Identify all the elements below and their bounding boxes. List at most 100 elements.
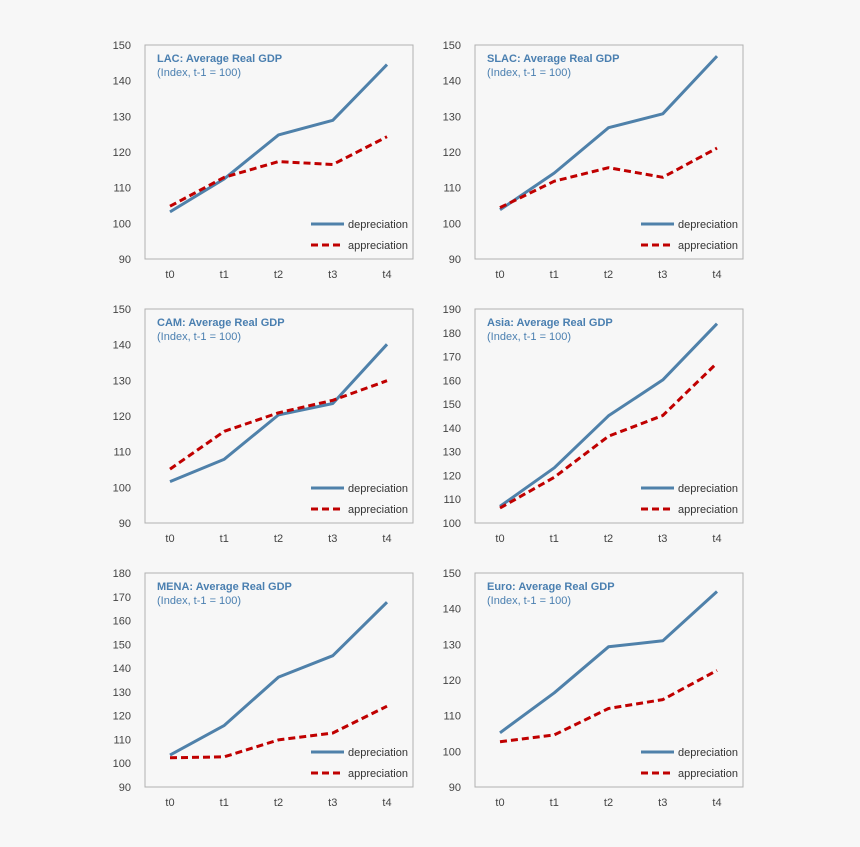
x-tick-label: t0 — [165, 533, 174, 545]
y-tick-label: 170 — [113, 592, 131, 604]
chart-panel-1: LAC: Average Real GDP (Index, t-1 = 100) 9… — [113, 40, 414, 281]
series-line-appreciation — [169, 135, 388, 208]
legend-label-appreciation: appreciation — [348, 504, 408, 516]
x-tick-label: t3 — [328, 533, 337, 545]
x-tick-label: t0 — [495, 269, 504, 281]
chart-title: LAC: Average Real GDP — [157, 53, 282, 65]
x-tick-label: t4 — [712, 533, 721, 545]
y-tick-label: 180 — [443, 328, 461, 340]
x-tick-label: t2 — [604, 533, 613, 545]
y-tick-label: 140 — [113, 663, 131, 675]
x-tick-label: t0 — [495, 533, 504, 545]
y-tick-label: 110 — [443, 183, 461, 195]
series-line-appreciation — [169, 379, 388, 471]
series-line-appreciation — [499, 361, 719, 510]
y-tick-label: 140 — [113, 76, 131, 88]
y-tick-label: 100 — [443, 518, 461, 530]
x-tick-label: t4 — [382, 269, 391, 281]
chart-subtitle: (Index, t-1 = 100) — [157, 67, 241, 79]
y-tick-label: 120 — [113, 711, 131, 723]
x-tick-label: t1 — [220, 269, 229, 281]
plot-frame — [144, 572, 414, 788]
x-tick-label: t2 — [604, 269, 613, 281]
chart-panel-5: MENA: Average Real GDP (Index, t-1 = 100)… — [113, 568, 414, 809]
x-tick-label: t2 — [604, 797, 613, 809]
y-tick-label: 90 — [449, 782, 461, 794]
y-tick-label: 90 — [119, 518, 131, 530]
x-tick-label: t0 — [165, 269, 174, 281]
series-line-depreciation — [169, 601, 389, 757]
legend-label-depreciation: depreciation — [678, 747, 738, 759]
y-tick-label: 140 — [443, 423, 461, 435]
y-tick-label: 150 — [443, 399, 461, 411]
x-tick-label: t4 — [382, 533, 391, 545]
y-tick-label: 100 — [113, 218, 131, 230]
legend-label-depreciation: depreciation — [348, 219, 408, 231]
chart-subtitle: (Index, t-1 = 100) — [157, 331, 241, 343]
series-line-depreciation — [169, 343, 389, 483]
y-tick-label: 100 — [443, 746, 461, 758]
legend-label-appreciation: appreciation — [678, 240, 738, 252]
y-tick-label: 190 — [443, 304, 461, 316]
y-tick-label: 130 — [113, 375, 131, 387]
y-tick-label: 110 — [443, 711, 461, 723]
plot-frame — [474, 44, 744, 260]
x-tick-label: t4 — [712, 797, 721, 809]
y-tick-label: 90 — [119, 782, 131, 794]
chart-panel-4: Asia: Average Real GDP (Index, t-1 = 100)… — [443, 304, 744, 545]
legend-label-depreciation: depreciation — [678, 483, 738, 495]
y-tick-label: 110 — [113, 183, 131, 195]
y-tick-label: 140 — [443, 604, 461, 616]
series-line-depreciation — [499, 590, 719, 735]
chart-panel-2: SLAC: Average Real GDP (Index, t-1 = 100)… — [443, 40, 744, 281]
legend-label-appreciation: appreciation — [678, 504, 738, 516]
y-tick-label: 150 — [443, 40, 461, 52]
x-tick-label: t3 — [328, 797, 337, 809]
y-tick-label: 130 — [443, 111, 461, 123]
y-tick-label: 160 — [113, 616, 131, 628]
x-tick-label: t4 — [382, 797, 391, 809]
y-tick-label: 110 — [113, 447, 131, 459]
chart-subtitle: (Index, t-1 = 100) — [487, 595, 571, 607]
plot-frame — [144, 44, 414, 260]
series-line-depreciation — [169, 63, 389, 214]
y-tick-label: 120 — [443, 675, 461, 687]
x-tick-label: t2 — [274, 533, 283, 545]
chart-title: Euro: Average Real GDP — [487, 581, 615, 593]
y-tick-label: 120 — [113, 411, 131, 423]
x-tick-label: t1 — [220, 797, 229, 809]
x-tick-label: t3 — [658, 797, 667, 809]
series-line-appreciation — [499, 146, 718, 209]
y-tick-label: 130 — [443, 639, 461, 651]
legend-label-appreciation: appreciation — [348, 768, 408, 780]
y-tick-label: 180 — [113, 568, 131, 580]
y-tick-label: 90 — [449, 254, 461, 266]
series-line-depreciation — [499, 55, 719, 212]
chart-title: SLAC: Average Real GDP — [487, 53, 619, 65]
y-tick-label: 160 — [443, 375, 461, 387]
chart-panel-6: Euro: Average Real GDP (Index, t-1 = 100)… — [443, 568, 744, 809]
x-tick-label: t0 — [495, 797, 504, 809]
y-tick-label: 170 — [443, 352, 461, 364]
y-tick-label: 90 — [119, 254, 131, 266]
y-tick-label: 130 — [443, 447, 461, 459]
series-line-appreciation — [169, 704, 388, 760]
y-tick-label: 130 — [113, 111, 131, 123]
chart-subtitle: (Index, t-1 = 100) — [487, 331, 571, 343]
chart-title: MENA: Average Real GDP — [157, 581, 292, 593]
x-tick-label: t1 — [550, 797, 559, 809]
y-tick-label: 100 — [113, 482, 131, 494]
y-tick-label: 150 — [113, 639, 131, 651]
chart-panel-3: CAM: Average Real GDP (Index, t-1 = 100) 9… — [113, 304, 414, 545]
y-tick-label: 150 — [113, 304, 131, 316]
legend-label-appreciation: appreciation — [348, 240, 408, 252]
x-tick-label: t1 — [550, 269, 559, 281]
y-tick-label: 130 — [113, 687, 131, 699]
y-tick-label: 150 — [113, 40, 131, 52]
y-tick-label: 140 — [113, 340, 131, 352]
y-tick-label: 110 — [443, 494, 461, 506]
y-tick-label: 140 — [443, 76, 461, 88]
x-tick-label: t4 — [712, 269, 721, 281]
y-tick-label: 100 — [113, 758, 131, 770]
